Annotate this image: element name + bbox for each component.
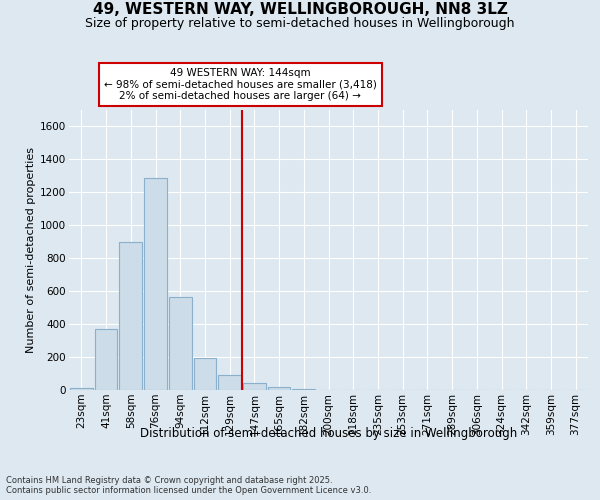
Bar (292, 388, 315, 390)
Bar (144, 178, 167, 390)
Text: Contains HM Land Registry data © Crown copyright and database right 2025.
Contai: Contains HM Land Registry data © Crown c… (6, 476, 371, 495)
Bar (218, 375, 241, 390)
Bar (268, 386, 290, 390)
Bar (169, 297, 191, 390)
Y-axis label: Number of semi-detached properties: Number of semi-detached properties (26, 147, 36, 353)
Bar (95, 329, 118, 390)
Bar (243, 382, 266, 390)
Text: 49, WESTERN WAY, WELLINGBOROUGH, NN8 3LZ: 49, WESTERN WAY, WELLINGBOROUGH, NN8 3LZ (92, 2, 508, 18)
Text: Distribution of semi-detached houses by size in Wellingborough: Distribution of semi-detached houses by … (140, 428, 517, 440)
Bar (119, 242, 142, 390)
Text: 49 WESTERN WAY: 144sqm
← 98% of semi-detached houses are smaller (3,418)
2% of s: 49 WESTERN WAY: 144sqm ← 98% of semi-det… (104, 68, 377, 101)
Bar (70, 388, 93, 390)
Text: Size of property relative to semi-detached houses in Wellingborough: Size of property relative to semi-detach… (85, 17, 515, 30)
Bar (194, 358, 216, 390)
